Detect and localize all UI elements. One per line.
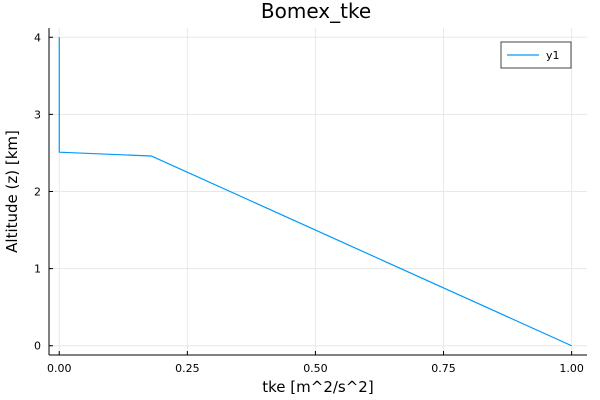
grid bbox=[49, 28, 587, 355]
x-axis-label: tke [m^2/s^2] bbox=[262, 378, 373, 396]
x-tick-label: 0.75 bbox=[431, 362, 456, 375]
x-tick-label: 0.00 bbox=[47, 362, 72, 375]
y-tick-label: 4 bbox=[34, 31, 41, 44]
legend-label-y1: y1 bbox=[546, 49, 560, 62]
y-tick-label: 2 bbox=[34, 186, 41, 199]
x-tick-label: 1.00 bbox=[559, 362, 584, 375]
series-line-y1 bbox=[58, 37, 572, 347]
series-layer bbox=[58, 37, 572, 347]
x-tick-label: 0.25 bbox=[175, 362, 200, 375]
y-tick-label: 3 bbox=[34, 108, 41, 121]
legend: y1 bbox=[500, 41, 572, 69]
y-tick-label: 1 bbox=[34, 263, 41, 276]
x-tick-label: 0.50 bbox=[303, 362, 328, 375]
chart-title: Bomex_tke bbox=[261, 0, 371, 23]
ticks: 0.00 0.25 0.50 0.75 1.00 0 1 2 3 4 bbox=[34, 31, 584, 375]
y-tick-label: 0 bbox=[34, 340, 41, 353]
y-axis-label: Altitude (z) [km] bbox=[3, 130, 21, 253]
